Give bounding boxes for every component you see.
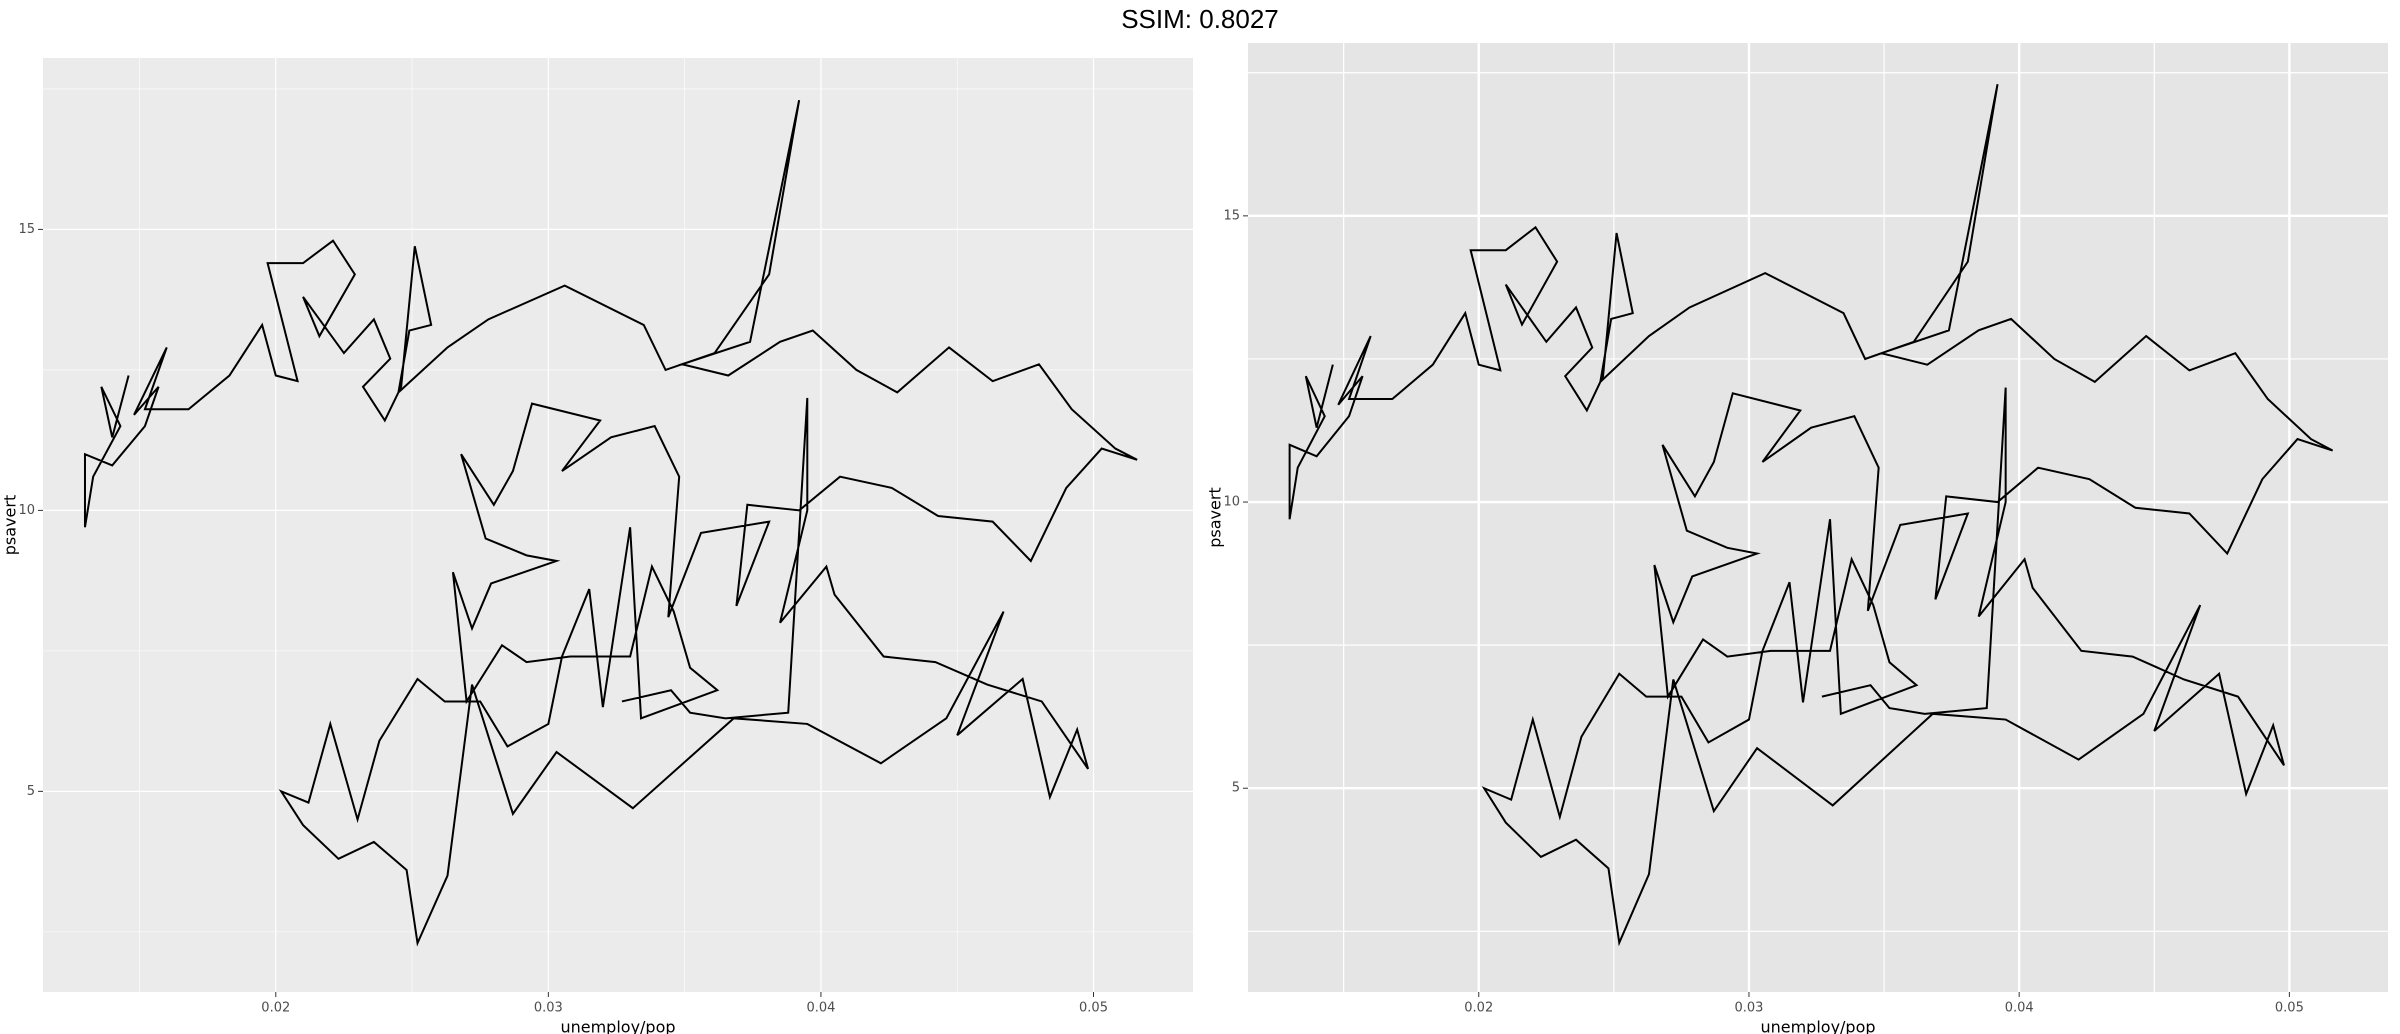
x-tick-label: 0.05	[1079, 1001, 1108, 1016]
plot-background	[43, 58, 1193, 992]
y-tick-label: 10	[1223, 495, 1240, 510]
x-tick-label: 0.02	[261, 1001, 290, 1016]
x-tick-label: 0.05	[2275, 1001, 2304, 1016]
x-tick-label: 0.02	[1464, 1001, 1493, 1016]
y-axis-title: psavert	[1206, 487, 1225, 547]
x-tick-label: 0.03	[1734, 1001, 1763, 1016]
data-path	[83, 99, 1138, 947]
y-axis-title: psavert	[1, 495, 20, 555]
y-tick-label: 15	[18, 222, 35, 237]
x-axis-title: unemploy/pop	[560, 1018, 675, 1034]
y-tick-label: 10	[18, 503, 35, 518]
plot-background	[1248, 43, 2388, 992]
y-tick-label: 15	[1223, 208, 1240, 223]
data-path	[1288, 84, 2334, 947]
x-tick-label: 0.03	[534, 1001, 563, 1016]
figure-title: SSIM: 0.8027	[1121, 4, 1279, 34]
x-tick-label: 0.04	[806, 1001, 835, 1016]
x-tick-label: 0.04	[2005, 1001, 2034, 1016]
x-axis-title: unemploy/pop	[1760, 1018, 1875, 1034]
y-tick-label: 5	[27, 784, 35, 799]
y-tick-label: 5	[1232, 781, 1240, 796]
